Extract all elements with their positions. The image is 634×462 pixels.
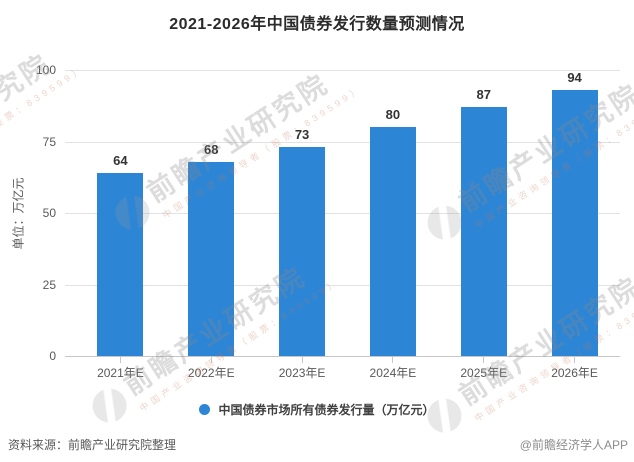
- bar[interactable]: [97, 172, 144, 356]
- credit-text: @前瞻经济学人APP: [519, 438, 628, 452]
- bar[interactable]: [369, 127, 416, 356]
- x-axis-tick-label: 2024年E: [369, 366, 417, 380]
- gridline: [65, 284, 620, 286]
- y-axis-tick-label: 75: [42, 134, 56, 149]
- gridline: [65, 213, 620, 214]
- bar-column: 94: [529, 70, 620, 356]
- bar-column: 80: [347, 70, 438, 356]
- bar[interactable]: [460, 107, 507, 356]
- x-axis-tick: [75, 357, 166, 363]
- bar-column: 73: [257, 70, 348, 356]
- bar-value-label: 68: [204, 141, 219, 157]
- bar[interactable]: [188, 161, 235, 356]
- footer: 资料来源：前瞻产业研究院整理 @前瞻经济学人APP: [8, 436, 628, 453]
- y-axis-tick-label: 50: [42, 206, 56, 220]
- x-axis-ticks: [75, 357, 620, 363]
- x-axis-tick-label: 2021年E: [97, 366, 144, 380]
- bar-column: 68: [166, 70, 257, 356]
- x-axis-tick-label: 2023年E: [278, 366, 326, 380]
- x-axis-labels: 2021年E 2022年E 2023年E 2024年E 2025年E 2026年E: [75, 364, 620, 381]
- x-axis-tick-label: 2026年E: [551, 366, 598, 380]
- gridline: [65, 141, 620, 143]
- bar-column: 64: [75, 70, 166, 356]
- bar[interactable]: [551, 90, 598, 356]
- chart-title: 2021-2026年中国债券发行数量预测情况: [169, 16, 465, 33]
- bar[interactable]: [279, 147, 326, 356]
- bar-value-label: 80: [385, 107, 401, 123]
- x-axis-tick: [166, 357, 257, 363]
- x-axis-tick: [438, 357, 529, 363]
- source-text: 资料来源：前瞻产业研究院整理: [8, 438, 177, 452]
- gridline: [65, 70, 620, 71]
- legend[interactable]: 中国债券市场所有债券发行量（万亿元）: [0, 401, 634, 418]
- bar-value-label: 73: [294, 127, 310, 143]
- bar-value-label: 64: [113, 152, 128, 168]
- legend-marker-icon: [199, 404, 211, 415]
- y-axis-tick-label: 100: [35, 63, 56, 77]
- bars-row: 64 68 73 80 87 94: [75, 70, 620, 356]
- y-axis-tick-label: 25: [42, 277, 56, 292]
- x-axis-tick: [257, 357, 348, 363]
- y-axis-tick-label: 0: [49, 349, 56, 363]
- plot-area: 64 68 73 80 87 94: [65, 70, 620, 357]
- x-axis-tick-label: 2025年E: [460, 366, 508, 380]
- legend-label: 中国债券市场所有债券发行量（万亿元）: [218, 403, 435, 417]
- x-axis-tick: [529, 357, 620, 363]
- bar-column: 87: [438, 70, 529, 356]
- bar-value-label: 94: [567, 70, 582, 85]
- x-axis-tick: [347, 357, 438, 363]
- y-axis-labels: 0 25 50 75 100: [0, 63, 56, 363]
- x-axis-line: [65, 356, 620, 357]
- x-axis-tick-label: 2022年E: [187, 366, 235, 380]
- bar-value-label: 87: [476, 87, 491, 103]
